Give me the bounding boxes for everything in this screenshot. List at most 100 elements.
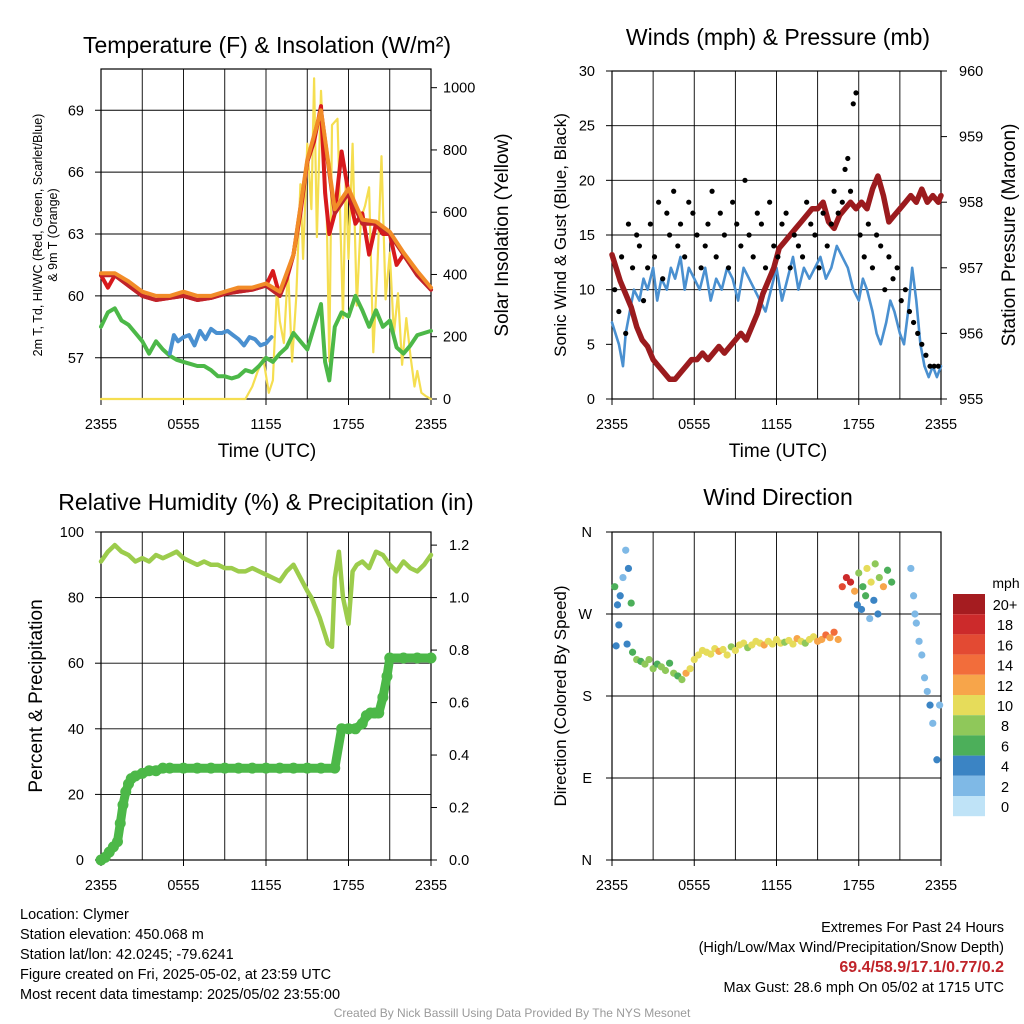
precip-point [205,762,217,774]
gust-point [758,221,765,227]
gust-point [853,90,859,96]
temperature-x-label: Time (UTC) [218,441,317,462]
gust-point [634,232,640,238]
legend-label: 16 [997,638,1013,654]
gust-point [845,155,851,162]
gust-point [919,341,925,347]
gust-point [828,221,834,227]
legend-swatch [953,674,985,695]
precip-point [425,652,437,664]
temperature-y-label-line-1: 2m T, Td, HI/WC (Red, Green, Scarlet/Blu… [31,114,45,357]
y-tick-label: 63 [68,227,84,243]
humidity-y-label-left: Percent & Precipitation [26,599,47,792]
y-tick-label: N [582,853,592,869]
legend-label: 2 [1001,780,1009,796]
direction-point [936,701,944,709]
x-tick-label: 2355 [85,878,117,894]
direction-point [645,655,653,664]
direction-point [888,578,896,586]
gust-point [842,166,848,172]
gust-point [750,254,756,260]
y-tick-label-right: 955 [959,392,983,408]
y-tick-label-right: 0.2 [449,801,469,817]
gust-point [799,254,806,260]
legend-swatch [953,775,985,796]
x-tick-label: 2355 [415,417,447,433]
gust-point [850,101,856,107]
winds-y-label-left: Sonic Wind & Gust (Blue, Black) [551,113,570,357]
y-tick-label-right: 0 [443,392,451,408]
gust-point [791,232,797,238]
direction-point [723,651,731,659]
legend-label: 12 [997,679,1013,695]
gust-point [612,287,618,293]
gust-point [702,243,708,249]
y-tick-label-right: 800 [443,143,467,159]
y-tick-label: 20 [68,787,84,803]
station-location: Location: Clymer [20,907,129,923]
direction-point [855,569,863,577]
y-tick-label: 15 [579,228,595,244]
precip-point [377,691,389,703]
gust-point [762,265,769,271]
legend-swatch [953,614,985,635]
gust-point [767,199,773,205]
direction-point [923,687,931,696]
extremes-subtitle: (High/Low/Max Wind/Precipitation/Snow De… [698,940,1004,956]
gust-point [682,254,688,260]
y-tick-label: 60 [68,656,84,672]
legend-swatch [953,695,985,716]
gust-point [931,363,937,369]
gust-point [616,308,622,315]
y-tick-label: 5 [587,337,595,353]
gust-point [742,177,748,183]
direction-point [875,573,883,582]
x-tick-label: 0555 [167,878,199,894]
gust-point [787,265,793,271]
gust-point [820,210,826,216]
gust-point [835,210,841,216]
gust-point [660,276,666,282]
gust-point [804,199,810,205]
precip-point [411,652,423,664]
gust-point [656,199,662,205]
direction-point [838,583,846,591]
y-tick-label-right: 1.2 [449,538,469,554]
precip-point [112,836,123,848]
legend-label: 20+ [993,598,1018,614]
y-tick-label-right: 1000 [443,81,475,97]
direction-point [912,619,920,627]
x-tick-label: 1755 [332,417,364,433]
y-tick-label: 100 [60,525,84,541]
gust-point [783,210,789,216]
gust-point [812,232,818,238]
direction-point [623,640,631,648]
legend-swatch [953,735,985,756]
gust-point [831,188,837,194]
gust-point [898,298,904,304]
gust-point [725,265,732,271]
gust-point [847,188,854,194]
temperature-panel-title: Temperature (F) & Insolation (W/m²) [83,32,451,58]
direction-point [870,596,878,604]
y-tick-label-right: 957 [959,261,983,277]
extremes-title: Extremes For Past 24 Hours [821,920,1004,936]
y-tick-label-right: 1.0 [449,591,469,607]
direction-point [883,566,892,574]
gust-point [730,199,736,205]
temperature-y-label-left: 2m T, Td, HI/WC (Red, Green, Scarlet/Blu… [31,114,60,357]
gust-point [666,232,673,238]
direction-point [918,651,926,659]
legend-label: 14 [997,659,1013,675]
gust-point [677,221,684,227]
direction-point [611,583,619,591]
gust-point [857,232,863,238]
x-tick-label: 2355 [415,878,447,894]
direction-point [612,642,620,650]
gust-point [640,298,647,304]
x-tick-label: 0555 [678,878,710,894]
gust-point [713,254,719,260]
y-tick-label: 30 [579,64,595,80]
direction-point [707,650,715,658]
x-tick-label: 1155 [761,878,792,894]
